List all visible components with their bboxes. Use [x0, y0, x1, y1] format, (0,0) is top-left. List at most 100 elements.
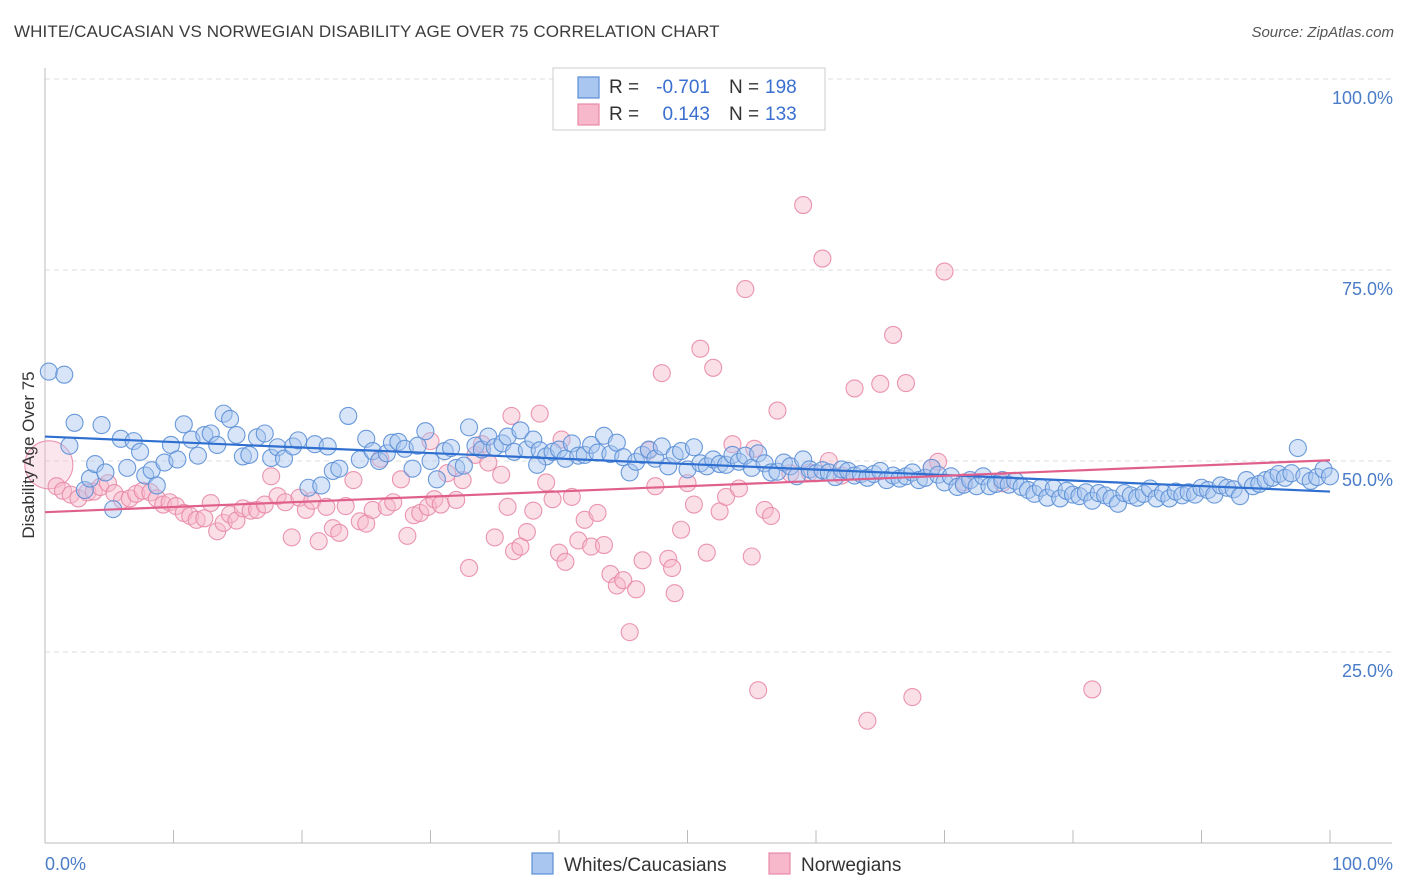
white-point	[262, 448, 281, 467]
norwegian-point	[384, 493, 403, 512]
norwegian-point	[761, 506, 781, 526]
norwegian-point	[742, 547, 761, 566]
norwegian-point	[438, 464, 457, 483]
norwegian-point	[195, 509, 214, 528]
white-trend-line	[44, 435, 1331, 493]
norwegian-point	[768, 401, 787, 420]
norwegian-trend-line	[44, 459, 1331, 514]
norwegian-point	[663, 558, 682, 578]
norwegian-point	[704, 358, 723, 377]
norwegian-point	[716, 487, 736, 506]
norwegian-point	[896, 374, 916, 393]
norwegian-point	[845, 379, 864, 398]
white-point	[1320, 467, 1340, 486]
norwegian-point	[344, 471, 363, 490]
trend-lines	[44, 435, 1331, 514]
norwegian-point	[336, 497, 355, 516]
white-point	[312, 476, 331, 495]
legend-r-label: R =	[609, 104, 639, 125]
x-tick-label: 0.0%	[45, 854, 86, 874]
norwegian-point	[736, 280, 755, 299]
axes	[44, 68, 1392, 844]
legend-n-value: 133	[765, 104, 797, 125]
white-point	[652, 437, 671, 456]
norwegian-point	[1083, 680, 1102, 699]
white-point	[582, 435, 601, 455]
norwegian-point	[492, 465, 511, 484]
bottom-legend-swatch-blue	[531, 852, 554, 875]
norwegian-point	[594, 535, 614, 555]
white-point	[421, 451, 440, 471]
legend-r-label: R =	[609, 77, 639, 98]
norwegian-point	[524, 501, 543, 520]
white-point	[220, 409, 240, 429]
legend-box: R = -0.701 N = 198 R = 0.143 N = 133	[552, 67, 826, 131]
norwegian-point	[858, 711, 877, 730]
white-point	[274, 449, 294, 468]
norwegian-point	[317, 497, 336, 516]
white-point	[620, 463, 639, 482]
white-point	[524, 430, 543, 449]
white-point	[511, 421, 530, 440]
white-point	[967, 477, 986, 496]
white-point	[427, 470, 446, 489]
white-point	[318, 437, 337, 456]
norwegian-point	[884, 325, 903, 344]
norwegian-point	[749, 681, 768, 700]
norwegian-point	[363, 500, 382, 519]
white-point	[255, 424, 274, 443]
norwegian-point	[47, 477, 66, 496]
source-note: Source: ZipAtlas.com	[1251, 24, 1394, 41]
white-point	[389, 432, 408, 451]
x-tick-label: 100.0%	[1332, 854, 1393, 874]
white-point	[442, 438, 461, 458]
norwegian-point	[903, 688, 922, 707]
norwegian-point	[614, 571, 633, 590]
norwegian-point	[871, 374, 890, 393]
white-points	[39, 362, 1340, 519]
white-point	[1224, 480, 1243, 499]
legend-r-value: -0.701	[656, 77, 710, 98]
white-point	[174, 415, 193, 434]
legend-n-label: N =	[729, 77, 759, 98]
norwegian-point	[485, 528, 504, 547]
y-tick-label: 25.0%	[1342, 661, 1393, 681]
norwegian-point	[691, 339, 710, 358]
norwegian-point	[652, 364, 671, 383]
white-point	[723, 445, 742, 464]
norwegian-point	[794, 196, 813, 215]
norwegian-point	[323, 519, 342, 538]
tick-labels: 25.0% 50.0% 75.0% 100.0% 0.0% 100.0%	[45, 88, 1393, 874]
white-point	[993, 471, 1012, 490]
norwegian-point	[262, 467, 281, 486]
norwegian-point	[517, 523, 536, 542]
bottom-legend: Whites/Caucasians Norwegians	[531, 852, 901, 876]
white-point	[80, 469, 100, 488]
white-point	[55, 365, 74, 384]
norwegian-point	[588, 503, 607, 523]
white-point	[1288, 438, 1307, 458]
norwegian-point	[537, 473, 556, 492]
white-point	[339, 406, 358, 425]
legend-r-value: 0.143	[662, 104, 710, 125]
y-axis-title: Disability Age Over 75	[19, 371, 38, 538]
norwegian-point	[549, 543, 569, 562]
norwegian-point	[187, 510, 206, 529]
norwegian-point	[697, 543, 716, 562]
white-point	[370, 451, 389, 471]
norwegian-point	[431, 495, 450, 514]
white-point	[39, 362, 58, 381]
white-point	[377, 444, 396, 463]
norwegian-point	[562, 487, 581, 506]
white-point	[408, 436, 427, 455]
norwegian-point	[502, 406, 521, 425]
white-point	[96, 463, 115, 482]
norwegian-point	[620, 623, 639, 642]
chart-title: WHITE/CAUCASIAN VS NORWEGIAN DISABILITY …	[14, 22, 720, 41]
norwegian-point	[723, 435, 742, 454]
white-point	[528, 455, 547, 474]
norwegian-point	[633, 551, 652, 570]
norwegian-point	[201, 493, 220, 513]
norwegian-point	[391, 470, 410, 489]
